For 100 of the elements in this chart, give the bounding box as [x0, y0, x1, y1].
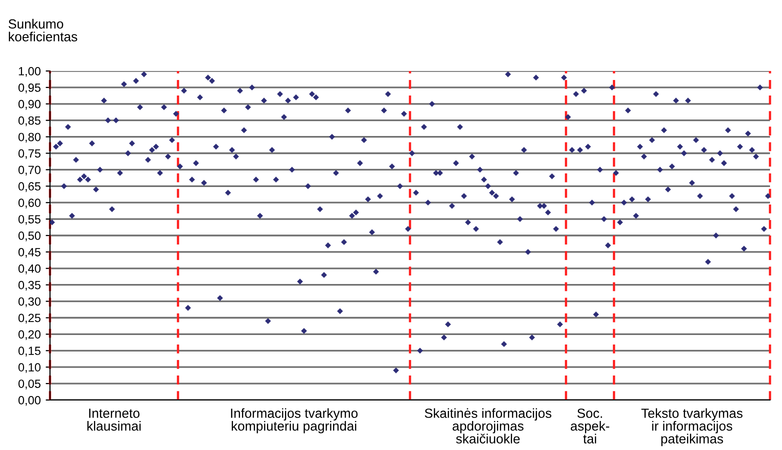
point: [145, 156, 151, 163]
point: [685, 98, 691, 104]
point: [93, 186, 99, 192]
y-tick-label: 0,15: [18, 346, 40, 356]
point: [393, 367, 399, 374]
point: [133, 78, 139, 84]
point: [701, 147, 707, 153]
point: [253, 176, 259, 183]
y-tick-label: 0,00: [18, 396, 41, 406]
point: [109, 206, 115, 212]
point: [689, 180, 695, 186]
point: [237, 88, 243, 94]
point: [149, 147, 155, 153]
point: [749, 147, 755, 153]
point: [317, 206, 323, 212]
point: [677, 144, 683, 150]
point: [553, 226, 559, 232]
point: [673, 98, 679, 104]
point: [401, 110, 407, 117]
point: [733, 206, 739, 212]
point: [593, 312, 599, 318]
point: [669, 163, 675, 170]
point: [173, 110, 179, 117]
point: [497, 239, 503, 246]
point: [357, 160, 363, 166]
point: [425, 200, 431, 206]
y-tick-label: 0,30: [18, 297, 41, 308]
point: [97, 166, 103, 173]
point: [361, 137, 367, 144]
point: [453, 160, 459, 166]
y-tick-label: 0,55: [18, 215, 40, 225]
point: [569, 147, 575, 153]
y-tick-label: 1,00: [18, 67, 41, 77]
point: [649, 137, 655, 144]
text: Skaitinės informacijos apdorojimas skaičiuokle: [424, 408, 552, 444]
y-tick-label: 0,45: [18, 248, 40, 258]
text: Teksto tvarkymas ir informacijos pateikimas: [641, 408, 742, 446]
point: [141, 71, 147, 78]
point: [505, 71, 511, 78]
point: [693, 137, 699, 144]
point: [413, 190, 419, 196]
point: [737, 144, 743, 150]
y-tick-label: 0,75: [18, 149, 40, 160]
y-tick-label: 0,40: [18, 264, 41, 274]
point: [225, 190, 231, 196]
point: [445, 321, 451, 328]
point: [205, 74, 211, 81]
point: [341, 239, 347, 246]
point: [389, 163, 395, 170]
point: [313, 94, 319, 100]
point: [129, 140, 135, 146]
point: [409, 150, 415, 156]
point: [169, 137, 175, 144]
point: [509, 196, 515, 202]
point: [241, 127, 247, 134]
point: [473, 226, 479, 232]
point: [57, 140, 63, 146]
y-tick-label: 0,85: [18, 116, 40, 126]
point: [81, 173, 87, 180]
point: [485, 183, 491, 190]
point: [249, 84, 255, 90]
text: Informacijos tvarkymo kompiuteriu pagrindai: [231, 408, 358, 434]
point: [717, 150, 723, 156]
point: [193, 160, 199, 166]
point: [501, 341, 507, 348]
point: [645, 196, 651, 202]
point: [281, 114, 287, 120]
point: [185, 304, 191, 311]
point: [633, 212, 639, 219]
point: [161, 104, 167, 110]
point: [597, 166, 603, 173]
point: [585, 144, 591, 150]
point: [589, 200, 595, 206]
y-tick-label: 0,25: [18, 314, 40, 324]
point: [557, 321, 563, 328]
point: [741, 246, 747, 252]
point: [289, 166, 295, 173]
point: [69, 212, 75, 219]
point: [681, 150, 687, 156]
point: [349, 212, 355, 219]
point: [577, 147, 583, 153]
point: [629, 196, 635, 202]
point: [709, 156, 715, 163]
point: [581, 88, 587, 94]
point: [229, 147, 235, 153]
point: [197, 94, 203, 100]
y-tick-label: 0,70: [18, 166, 41, 176]
point: [449, 202, 455, 209]
point: [77, 176, 83, 183]
point: [137, 104, 143, 110]
point: [189, 176, 195, 183]
point: [549, 173, 555, 180]
y-tick-label: 0,20: [18, 330, 41, 340]
point: [465, 219, 471, 226]
point: [305, 183, 311, 190]
point: [61, 183, 67, 190]
point: [481, 176, 487, 183]
y-tick-label: 0,90: [18, 100, 41, 110]
point: [561, 74, 567, 81]
point: [421, 124, 427, 130]
